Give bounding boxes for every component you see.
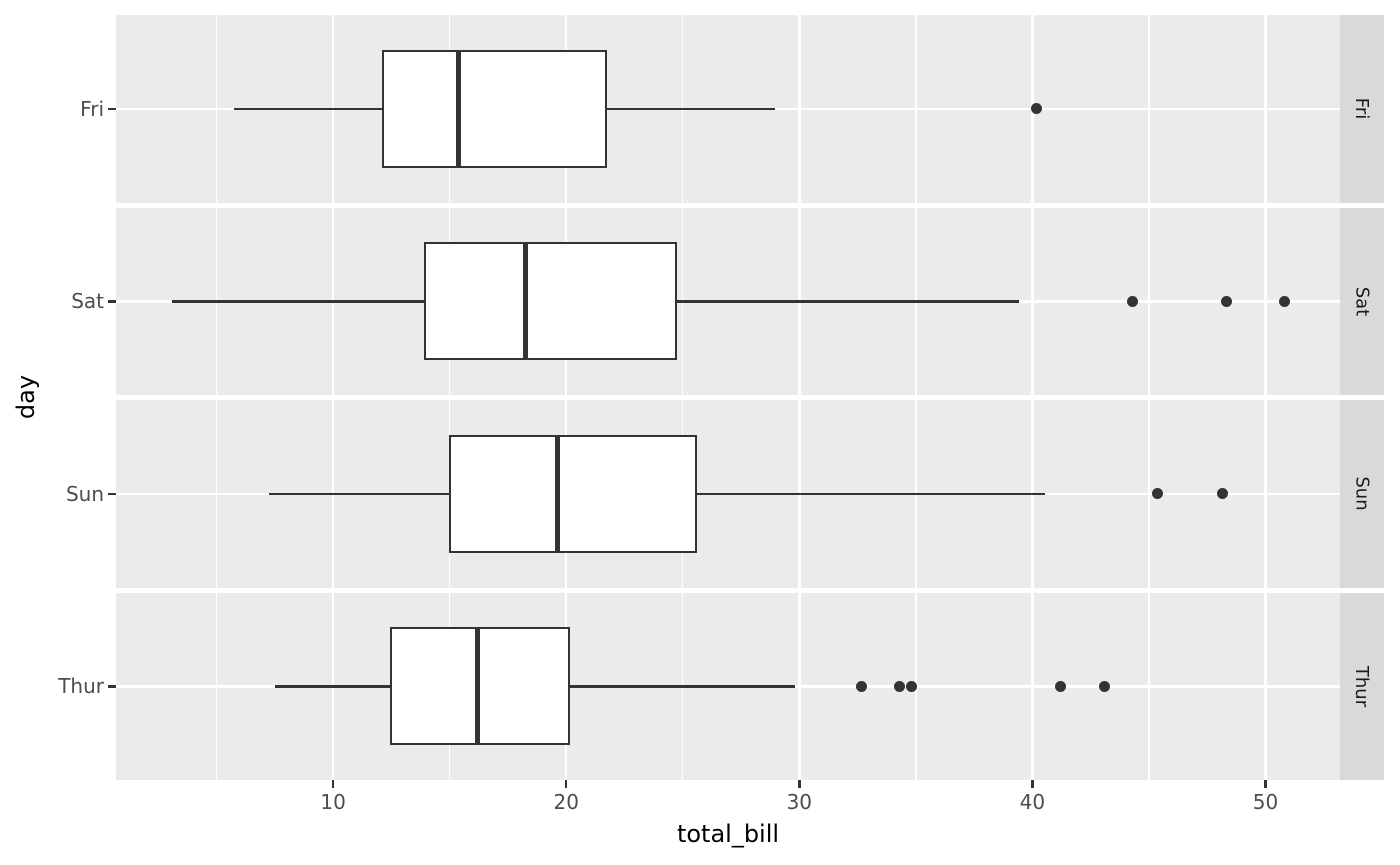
facet-strip-label: Sat: [1351, 286, 1373, 317]
x-tick-label: 50: [1252, 790, 1279, 814]
facet-strip-fri: Fri: [1340, 15, 1384, 203]
median-line: [456, 49, 462, 168]
outlier-dot: [894, 680, 906, 692]
x-tick-mark: [1031, 780, 1034, 788]
whisker-upper: [607, 107, 776, 110]
facet-strip-label: Thur: [1351, 665, 1373, 707]
outlier-dot: [1278, 295, 1290, 307]
iqr-box-sun: [449, 434, 697, 553]
outlier-dot: [1127, 295, 1139, 307]
outlier-dot: [1030, 103, 1042, 115]
y-tick-label-sat: Sat: [71, 289, 104, 314]
y-tick-mark: [108, 300, 116, 303]
y-tick-label-sun: Sun: [65, 481, 104, 506]
y-tick-mark: [108, 685, 116, 688]
median-line: [522, 242, 528, 361]
whisker-lower: [269, 492, 450, 495]
whisker-lower: [234, 107, 383, 110]
x-tick-label: 20: [553, 790, 579, 814]
whisker-upper: [569, 685, 795, 688]
x-tick-mark: [798, 780, 801, 788]
outlier-dot: [1221, 295, 1233, 307]
x-tick-mark: [1264, 780, 1267, 788]
facet-strip-thur: Thur: [1340, 592, 1384, 780]
outlier-dot: [906, 680, 918, 692]
whisker-upper: [696, 492, 1046, 495]
facet-strip-label: Fri: [1351, 98, 1373, 120]
x-tick-label: 30: [786, 790, 813, 814]
whisker-lower: [171, 300, 425, 303]
outlier-dot: [856, 680, 868, 692]
y-tick-label-fri: Fri: [80, 96, 104, 121]
whisker-lower: [275, 685, 391, 688]
facet-strip-sun: Sun: [1340, 400, 1384, 588]
whisker-upper: [676, 300, 1019, 303]
outlier-dot: [1054, 680, 1066, 692]
x-tick-mark: [564, 780, 568, 788]
facet-strip-sat: Sat: [1340, 207, 1384, 395]
x-tick-label: 10: [320, 790, 346, 814]
x-tick-label: 40: [1019, 790, 1046, 814]
outlier-dot: [1217, 488, 1229, 500]
median-line: [555, 434, 561, 553]
iqr-box-sat: [424, 242, 677, 361]
y-axis-title: day: [12, 374, 40, 420]
median-line: [475, 627, 481, 746]
iqr-box-fri: [382, 49, 608, 168]
outlier-dot: [1151, 488, 1163, 500]
x-tick-mark: [331, 780, 335, 788]
x-axis-title: total_bill: [676, 820, 780, 848]
y-tick-mark: [108, 107, 116, 110]
outlier-dot: [1099, 680, 1111, 692]
facet-strip-label: Sun: [1351, 476, 1373, 511]
y-tick-mark: [108, 492, 116, 495]
y-tick-label-thur: Thur: [58, 674, 104, 699]
